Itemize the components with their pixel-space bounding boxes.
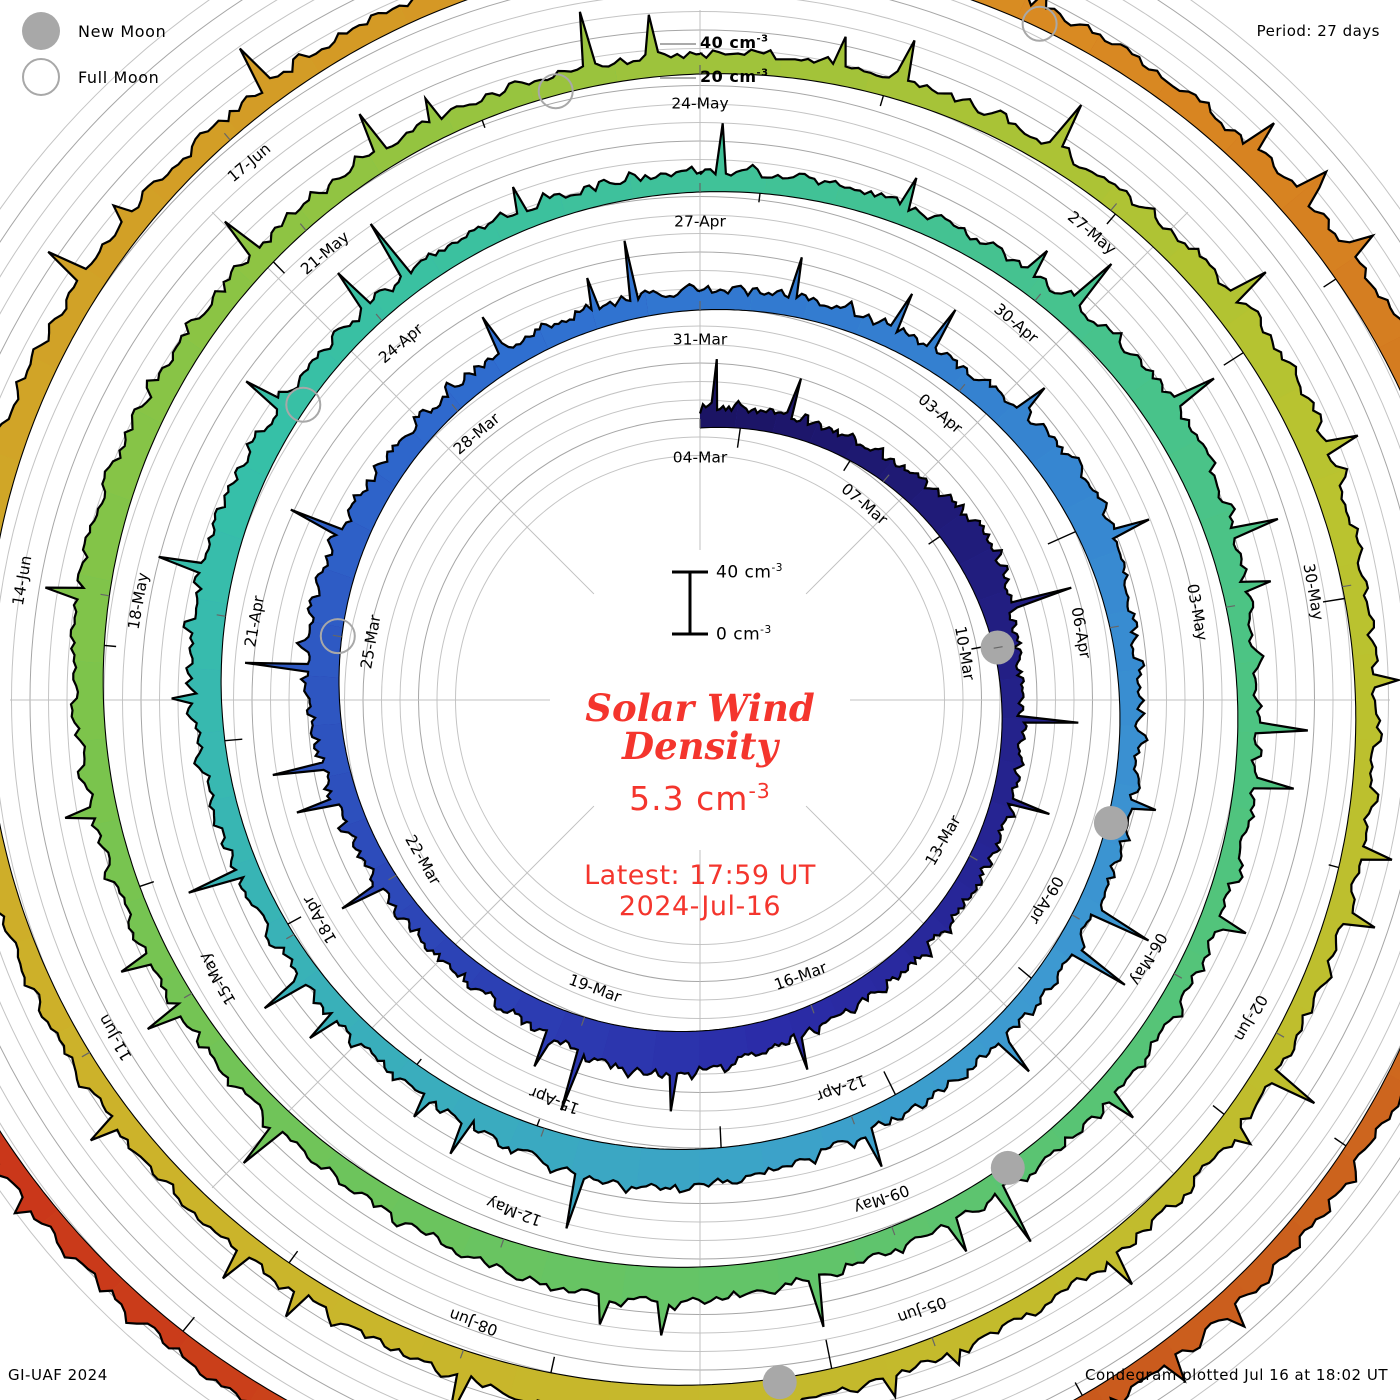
legend-item-new-moon: New Moon (22, 8, 166, 54)
radial-axis-label-40: 40 cm-3 (700, 33, 769, 52)
scale-bar-top-label: 40 cm-3 (716, 562, 783, 583)
scale-bar-bottom-label: 0 cm-3 (716, 624, 772, 645)
date-tick-label: 24-Apr (375, 320, 427, 367)
radial-axis-ticks (660, 43, 696, 79)
full-moon-marker (537, 73, 574, 110)
date-tick-label: 11-Jun (95, 1011, 136, 1064)
date-tick-label: 03-Apr (914, 390, 966, 437)
moon-phase-markers (285, 5, 1128, 1400)
date-tick-label: 06-May (1126, 930, 1170, 989)
date-tick-label: 12-May (484, 1193, 544, 1230)
date-tick-label: 06-Apr (1068, 606, 1095, 661)
credit-left: GI-UAF 2024 (8, 1366, 108, 1384)
new-moon-icon (22, 12, 60, 50)
full-moon-marker (319, 618, 356, 655)
moon-phase-legend: New Moon Full Moon (22, 8, 166, 100)
full-moon-icon (22, 58, 60, 96)
date-tick-label: 16-Mar (772, 958, 830, 994)
date-tick-label: 12-Apr (813, 1071, 868, 1106)
date-tick-label: 14-Jun (9, 554, 35, 607)
date-tick-label: 22-Mar (401, 832, 444, 889)
radial-axis-label-20: 20 cm-3 (700, 67, 769, 86)
date-tick-label: 15-Apr (526, 1083, 581, 1118)
legend-item-full-moon: Full Moon (22, 54, 166, 100)
date-tick-label: 03-May (1183, 582, 1211, 642)
date-tick-label: 24-May (671, 95, 728, 113)
new-moon-marker (762, 1365, 797, 1400)
date-tick-label: 04-Mar (673, 449, 728, 467)
date-tick-label: 21-Apr (241, 594, 268, 649)
credit-right: Condegram plotted Jul 16 at 18:02 UT (1084, 1366, 1388, 1384)
date-tick-label: 09-May (852, 1181, 912, 1218)
legend-label-full-moon: Full Moon (78, 67, 160, 87)
date-tick-label: 05-Jun (895, 1293, 949, 1327)
date-tick-label: 13-Mar (922, 812, 965, 869)
date-tick-label: 30-May (1299, 562, 1327, 622)
date-tick-label: 31-Mar (673, 331, 728, 349)
date-tick-label: 08-Jun (447, 1305, 501, 1339)
new-moon-marker (990, 1150, 1025, 1185)
date-tick-label: 10-Mar (951, 625, 978, 682)
inner-scale-bar (672, 570, 708, 636)
date-tick-label: 25-Mar (357, 613, 384, 670)
full-moon-marker (1021, 5, 1058, 42)
date-tick-label: 27-Apr (674, 213, 726, 231)
date-tick-label: 18-May (125, 571, 153, 631)
date-tick-label: 09-Apr (1025, 873, 1067, 927)
date-tick-label: 07-Mar (838, 480, 892, 529)
date-tick-label: 15-May (195, 949, 239, 1008)
new-moon-marker (1093, 806, 1128, 840)
date-tick-label: 28-Mar (450, 409, 504, 458)
full-moon-marker (285, 386, 322, 423)
period-label: Period: 27 days (1256, 22, 1380, 40)
legend-label-new-moon: New Moon (78, 21, 167, 41)
